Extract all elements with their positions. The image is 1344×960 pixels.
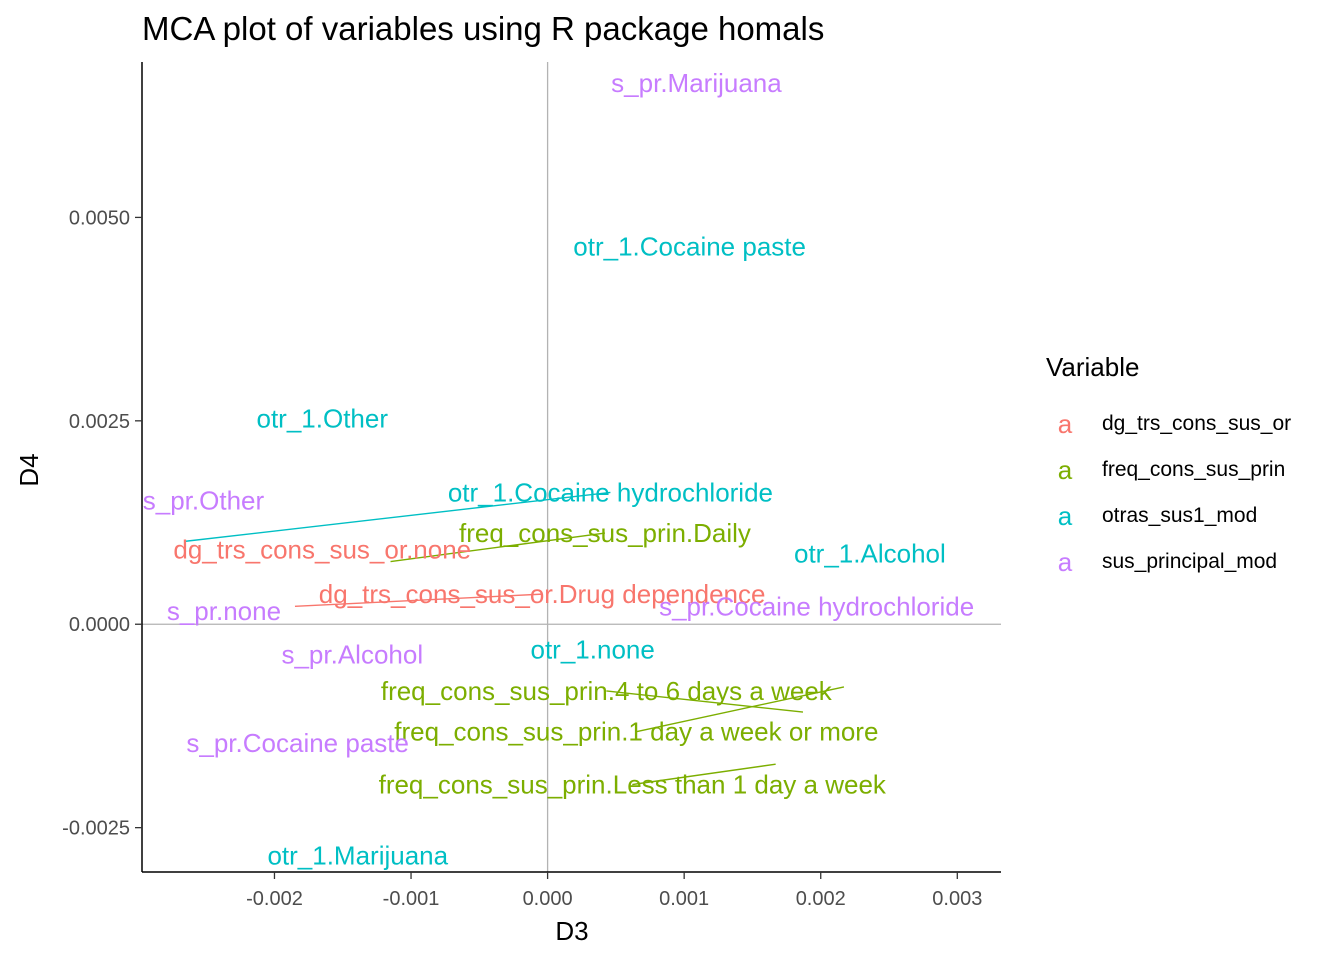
- chart-title: MCA plot of variables using R package ho…: [142, 10, 825, 47]
- y-axis-label: D4: [14, 453, 44, 486]
- point-label: s_pr.Alcohol: [281, 639, 423, 669]
- point-labels: s_pr.Marijuana otr_1.Cocaine paste otr_1.O…: [143, 68, 974, 870]
- point-label: otr_1.Cocaine paste: [573, 232, 806, 262]
- reference-lines: [142, 62, 1001, 872]
- x-axis-label: D3: [555, 916, 588, 946]
- point-label: s_pr.none: [167, 596, 281, 626]
- legend: Variable a dg_trs_cons_sus_or a freq_con…: [1046, 352, 1291, 585]
- x-tick-label: 0.002: [796, 888, 846, 910]
- x-tick-label: 0.003: [932, 888, 982, 910]
- x-tick-label: 0.001: [659, 888, 709, 910]
- label-segment: [606, 690, 804, 713]
- point-label: freq_cons_sus_prin.4 to 6 days a week: [381, 676, 833, 706]
- axes: -0.002 -0.001 0.000 0.001 0.002 0.003 -0.0025 0…: [62, 62, 1001, 910]
- point-label: freq_cons_sus_prin.Daily: [459, 518, 751, 548]
- y-tick-label: -0.0025: [62, 818, 130, 840]
- legend-key: a: [1057, 500, 1073, 531]
- x-tick-label: -0.001: [383, 888, 440, 910]
- point-label: s_pr.Other: [143, 486, 265, 516]
- point-label: otr_1.none: [531, 634, 655, 664]
- point-label: dg_trs_cons_sus_or.none: [173, 534, 471, 564]
- legend-item: a sus_principal_mod: [1046, 539, 1291, 585]
- legend-label: otras_sus1_mod: [1102, 504, 1258, 527]
- legend-label: sus_principal_mod: [1102, 550, 1278, 573]
- point-label: otr_1.Marijuana: [267, 840, 448, 870]
- point-label: s_pr.Marijuana: [611, 68, 782, 98]
- point-label: dg_trs_cons_sus_or.Drug dependence: [319, 579, 766, 609]
- y-tick-label: 0.0025: [69, 411, 130, 433]
- y-tick-label: 0.0050: [69, 207, 130, 229]
- legend-item: a otras_sus1_mod: [1046, 493, 1291, 539]
- point-label: otr_1.Alcohol: [794, 538, 946, 568]
- x-tick-label: 0.000: [523, 888, 573, 910]
- label-segment: [185, 491, 611, 542]
- legend-key: a: [1057, 408, 1073, 439]
- legend-item: a freq_cons_sus_prin: [1046, 447, 1291, 493]
- label-segment: [632, 763, 776, 786]
- point-label: s_pr.Cocaine hydrochloride: [659, 591, 974, 621]
- legend-key: a: [1057, 454, 1073, 485]
- point-label: freq_cons_sus_prin.Less than 1 day a wee…: [379, 770, 887, 800]
- label-segment: [390, 532, 606, 563]
- point-label: otr_1.Other: [257, 403, 389, 433]
- legend-item: a dg_trs_cons_sus_or: [1046, 401, 1291, 447]
- legend-label: freq_cons_sus_prin: [1102, 458, 1286, 481]
- label-segment: [294, 593, 543, 608]
- point-label: s_pr.Cocaine paste: [186, 728, 409, 758]
- x-tick-label: -0.002: [246, 888, 303, 910]
- label-segments: [185, 491, 845, 786]
- legend-title: Variable: [1046, 352, 1140, 382]
- point-label: otr_1.Cocaine hydrochloride: [448, 477, 773, 507]
- y-tick-label: 0.0000: [69, 614, 130, 636]
- label-segment: [636, 686, 845, 733]
- legend-key: a: [1057, 546, 1073, 577]
- point-label: freq_cons_sus_prin.1 day a week or more: [394, 717, 878, 747]
- legend-label: dg_trs_cons_sus_or: [1102, 412, 1292, 435]
